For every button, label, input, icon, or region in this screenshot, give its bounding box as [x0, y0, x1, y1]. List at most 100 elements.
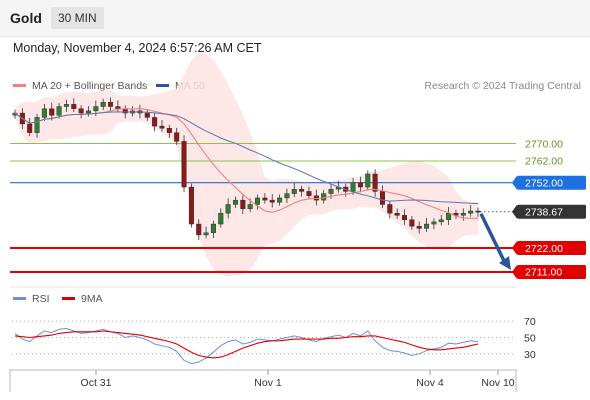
bollinger-band: [15, 53, 478, 277]
projection-arrow-head: [499, 255, 511, 270]
candle-body: [306, 191, 312, 196]
candle-body: [56, 106, 62, 116]
candles-group: [12, 97, 481, 241]
level-tag-2722.00: [517, 241, 586, 255]
header-bar: Gold 30 MIN: [0, 0, 590, 37]
timeframe-button[interactable]: 30 MIN: [51, 7, 104, 29]
candle-body: [269, 199, 275, 203]
candle-body: [350, 182, 356, 192]
level-tag-pointer: [512, 204, 517, 219]
candle-body: [409, 219, 415, 227]
candle-body: [438, 219, 444, 223]
candle-body: [277, 197, 283, 203]
candle-body: [232, 199, 238, 205]
candle-body: [460, 212, 466, 216]
candle-body: [188, 186, 194, 225]
9ma-swatch: [62, 296, 75, 300]
candle-body: [210, 223, 216, 233]
candle-body: [166, 128, 172, 133]
level-tag-pointer: [512, 241, 517, 255]
candle-body: [357, 182, 363, 188]
candle-body: [299, 189, 305, 192]
level-tag-2752.00: [517, 175, 586, 190]
candle-body: [218, 212, 224, 225]
candle-body: [196, 223, 202, 236]
candle-body: [108, 101, 114, 107]
rsi-tick-30: 30: [524, 349, 536, 361]
level-label-2762.00: 2762.00: [525, 156, 563, 168]
datetime-label: Monday, November 4, 2024 6:57:26 AM CET: [13, 41, 262, 55]
candle-body: [365, 173, 371, 188]
level-label-2770.00: 2770.00: [525, 138, 563, 150]
instrument-name: Gold: [10, 10, 42, 26]
candle-body: [100, 101, 106, 107]
level-tag-pointer: [512, 264, 517, 279]
candle-body: [93, 106, 99, 112]
x-tick-label-Nov-4: Nov 4: [416, 377, 444, 389]
level-label-2738.67: 2738.67: [525, 207, 563, 219]
x-tick-label-Oct-31: Oct 31: [81, 377, 112, 389]
candle-body: [416, 226, 422, 229]
candle-body: [78, 108, 84, 114]
x-tick-label-Nov-1: Nov 1: [254, 377, 282, 389]
rsi-tick-70: 70: [524, 316, 536, 328]
candle-body: [85, 110, 91, 114]
candle-body: [372, 173, 378, 192]
candle-body: [159, 125, 165, 129]
level-label-2722.00: 2722.00: [525, 243, 563, 255]
ma50-swatch: [156, 83, 169, 87]
rsi-swatch: [13, 296, 26, 300]
candle-body: [453, 212, 459, 216]
candle-body: [41, 108, 47, 118]
candle-body: [402, 215, 408, 220]
rsi-line: [14, 327, 479, 365]
rsi-label: RSI: [32, 293, 50, 305]
rsi-tick-50: 50: [524, 333, 536, 345]
candle-body: [174, 132, 180, 142]
credit-text: Research © 2024 Trading Central: [424, 80, 581, 92]
candle-body: [284, 193, 290, 199]
candle-body: [152, 117, 158, 127]
candle-body: [203, 232, 209, 236]
candle-body: [394, 212, 400, 216]
candle-body: [34, 117, 40, 133]
x-tick-label-Nov-10: Nov 10: [481, 377, 514, 389]
legend-rsi: RSI: [13, 293, 50, 305]
9ma-label: 9MA: [81, 293, 103, 305]
legend-ma20: MA 20 + Bollinger Bands: [13, 80, 147, 92]
level-tag-2738.67: [517, 204, 586, 219]
candle-body: [181, 141, 187, 188]
candle-body: [63, 104, 69, 107]
level-tag-2711.00: [517, 264, 586, 279]
candle-body: [27, 123, 33, 133]
candle-body: [431, 221, 437, 225]
candle-body: [446, 212, 452, 220]
candle-body: [247, 204, 253, 210]
candle-body: [225, 204, 231, 214]
candle-body: [262, 197, 268, 201]
candle-body: [255, 197, 261, 205]
level-label-2711.00: 2711.00: [525, 267, 562, 279]
candle-body: [240, 199, 246, 210]
candle-body: [328, 189, 334, 194]
rsi-9ma-line: [14, 330, 479, 359]
candle-body: [49, 108, 55, 116]
level-tag-pointer: [512, 175, 517, 190]
ma20-label: MA 20 + Bollinger Bands: [32, 80, 148, 92]
candle-body: [71, 104, 77, 109]
candle-body: [387, 204, 393, 214]
projection-arrow-shaft: [479, 212, 507, 264]
candle-body: [291, 189, 297, 194]
ma20-swatch: [13, 83, 26, 87]
level-label-2752.00: 2752.00: [525, 178, 563, 190]
candle-body: [115, 106, 121, 109]
candle-body: [475, 210, 481, 213]
legend-9ma: 9MA: [62, 293, 103, 305]
price-tags: 2770.00 2762.00 2752.00 2738.67 2722.00 2711.…: [512, 138, 586, 279]
candle-body: [144, 112, 150, 118]
candle-body: [468, 210, 474, 214]
candle-body: [424, 223, 430, 229]
candle-body: [379, 191, 385, 205]
ma50-line: [14, 111, 479, 205]
